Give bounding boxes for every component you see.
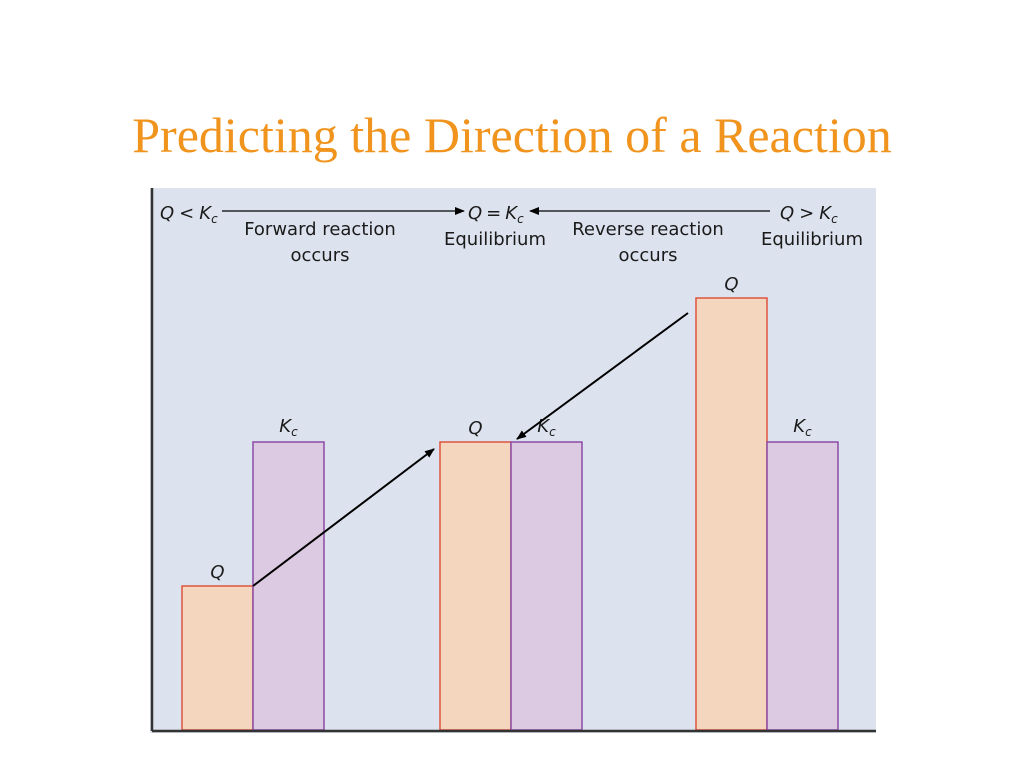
bar-q-equilibrium bbox=[439, 441, 512, 731]
bar-q-reverse bbox=[695, 297, 768, 731]
bars-group bbox=[181, 297, 839, 731]
bar-label-k-equilibrium: Kc bbox=[537, 416, 556, 439]
header-center-condition: Q = Kc bbox=[468, 203, 524, 226]
bar-k-reverse bbox=[766, 441, 839, 731]
reverse-label-line1: Reverse reaction bbox=[572, 219, 724, 240]
equilibrium-label-center: Equilibrium bbox=[444, 229, 546, 250]
header-left-condition: Q < Kc bbox=[160, 203, 218, 226]
forward-label-line1: Forward reaction bbox=[244, 219, 396, 240]
bar-label-k-reverse: Kc bbox=[793, 416, 812, 439]
bar-k-equilibrium bbox=[510, 441, 583, 731]
bar-label-q-forward: Q bbox=[210, 562, 224, 583]
header-right-condition: Q > Kc bbox=[780, 203, 838, 226]
equilibrium-label-right: Equilibrium bbox=[761, 229, 863, 250]
bar-k-forward bbox=[252, 441, 325, 731]
forward-shift-arrow bbox=[252, 448, 435, 587]
reverse-label-line2: occurs bbox=[619, 245, 678, 266]
reaction-direction-diagram: Q < Kc Q = Kc Q > Kc Forward reaction occurs E… bbox=[150, 188, 876, 733]
bar-label-k-forward: Kc bbox=[279, 416, 298, 439]
forward-label-line2: occurs bbox=[291, 245, 350, 266]
reverse-shift-arrow bbox=[516, 312, 689, 440]
bar-q-forward bbox=[181, 585, 254, 731]
reaction-direction-figure: Q < Kc Q = Kc Q > Kc Forward reaction occurs E… bbox=[150, 188, 876, 733]
bar-label-q-equilibrium: Q bbox=[468, 418, 482, 439]
slide-title: Predicting the Direction of a Reaction bbox=[132, 107, 892, 163]
bar-label-q-reverse: Q bbox=[724, 274, 738, 295]
